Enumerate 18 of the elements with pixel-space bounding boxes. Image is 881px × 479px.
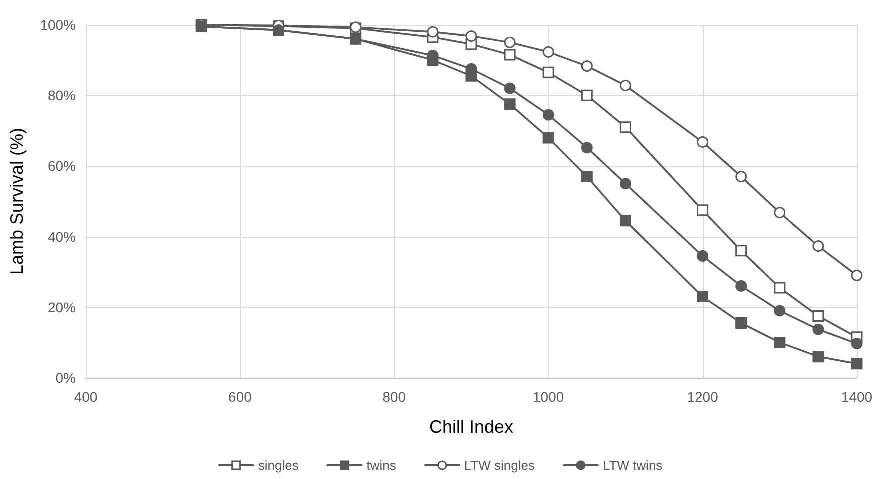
legend-label: LTW twins [602, 458, 664, 473]
x-tick-label: 1200 [687, 389, 719, 405]
y-tick-label: 0% [56, 370, 76, 386]
x-tick-label: 1400 [841, 389, 873, 405]
y-tick-label: 100% [40, 17, 76, 33]
legend-label: singles [258, 458, 300, 473]
x-tick-label: 800 [382, 389, 406, 405]
x-tick-label: 400 [74, 389, 98, 405]
x-tick-label: 1000 [533, 389, 564, 405]
legend-label: LTW singles [464, 458, 536, 473]
x-tick-label: 600 [228, 389, 252, 405]
legend-label: twins [366, 458, 397, 473]
x-axis-title: Chill Index [429, 417, 514, 437]
y-tick-label: 60% [48, 158, 76, 174]
y-tick-label: 80% [48, 88, 76, 104]
y-axis-title: Lamb Survival (%) [7, 128, 27, 276]
y-tick-label: 20% [48, 299, 76, 316]
y-tick-label: 40% [48, 228, 76, 245]
